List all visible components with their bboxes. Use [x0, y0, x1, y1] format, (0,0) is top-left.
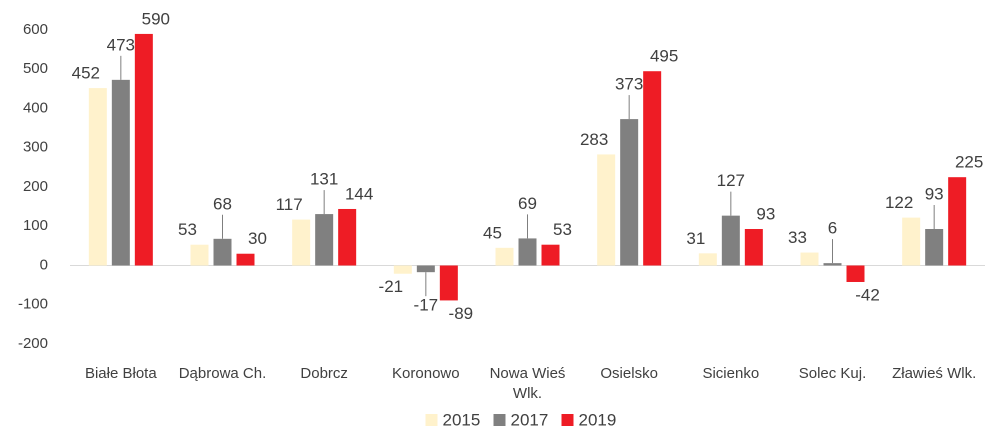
data-label: 69 [518, 194, 537, 213]
bar [292, 219, 311, 266]
data-label: -89 [449, 304, 474, 323]
y-tick-label: 400 [23, 99, 48, 116]
bar [541, 244, 560, 266]
bar [439, 265, 458, 301]
bar [620, 119, 639, 266]
bar [518, 238, 537, 266]
data-label: 283 [580, 130, 608, 149]
bar [925, 228, 944, 266]
x-tick-label: Dąbrowa Ch. [179, 365, 267, 382]
y-tick-label: 100 [23, 217, 48, 234]
bar [315, 214, 334, 266]
bar [213, 238, 232, 266]
data-label: 117 [276, 195, 303, 214]
legend-swatch [561, 414, 574, 426]
y-tick-label: 300 [23, 139, 48, 156]
bar [134, 33, 153, 266]
data-label: 45 [483, 223, 502, 242]
data-label: 33 [788, 228, 807, 247]
x-tick-label: Solec Kuj. [799, 365, 867, 382]
legend-label: 2017 [511, 410, 549, 429]
data-label: 373 [615, 75, 643, 94]
data-label: 6 [828, 219, 837, 238]
data-label: 31 [686, 229, 705, 248]
legend-label: 2015 [443, 410, 481, 429]
bar [597, 154, 616, 266]
data-label: 53 [553, 220, 572, 239]
x-tick-label: Osielsko [600, 365, 658, 382]
x-tick-label: Zławieś Wlk. [892, 365, 976, 382]
data-label: 590 [142, 9, 170, 28]
data-label: 127 [717, 171, 745, 190]
legend-swatch [425, 414, 438, 426]
x-tick-label: Nowa Wieś Wlk. [490, 365, 566, 402]
x-tick-label: Koronowo [392, 365, 460, 382]
bar [902, 217, 921, 266]
legend-label: 2019 [579, 410, 617, 429]
data-label: 122 [885, 193, 913, 212]
y-tick-label: -200 [18, 335, 48, 352]
bar [948, 177, 967, 266]
data-label: 93 [925, 184, 944, 203]
bar [800, 252, 819, 266]
y-tick-label: 500 [23, 60, 48, 77]
bar [111, 79, 130, 266]
bar [88, 88, 107, 266]
data-label: 452 [72, 64, 100, 83]
bar [338, 208, 357, 266]
bar [236, 253, 255, 266]
bar [643, 71, 662, 266]
y-tick-label: 0 [40, 256, 48, 273]
data-label: 131 [310, 170, 338, 189]
data-label: -17 [414, 296, 439, 315]
x-tick-label: Białe Błota [85, 365, 157, 382]
y-tick-label: -100 [18, 296, 48, 313]
bar [823, 263, 842, 266]
data-label: 53 [178, 220, 197, 239]
data-label: 68 [213, 194, 232, 213]
data-label: -21 [379, 277, 404, 296]
data-label: 473 [107, 35, 135, 54]
bar [698, 253, 717, 266]
data-label: 30 [248, 229, 267, 248]
data-label: 225 [955, 153, 983, 172]
data-label: -42 [855, 285, 880, 304]
x-tick-label: Dobrcz [300, 365, 348, 382]
x-tick-label: Sicienko [702, 365, 759, 382]
y-tick-label: 600 [23, 21, 48, 38]
bar [416, 265, 435, 273]
bar [846, 265, 865, 282]
bar [744, 228, 763, 266]
bar [495, 247, 514, 266]
data-label: 495 [650, 47, 678, 66]
y-tick-label: 200 [23, 178, 48, 195]
data-label: 93 [756, 204, 775, 223]
legend-swatch [493, 414, 506, 426]
bar [190, 244, 209, 266]
data-label: 144 [345, 184, 373, 203]
bar [393, 265, 412, 274]
bar [721, 215, 740, 266]
